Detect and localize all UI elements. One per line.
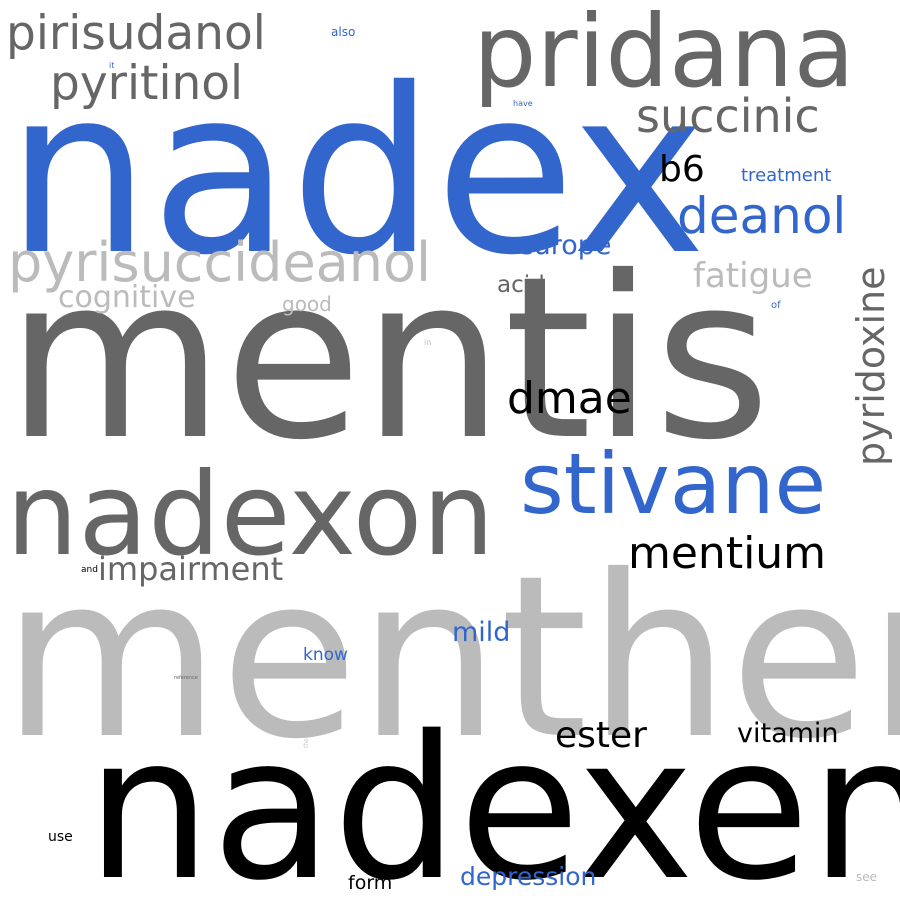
word-know: know [303,645,348,665]
word-good: good [282,292,332,316]
word-mild: mild [452,617,511,648]
word-depression: depression [460,862,597,891]
word-mentis: mentis [6,228,771,489]
word-it: it [109,61,115,70]
word-b6: b6 [659,149,705,190]
word-stivane: stivane [520,435,827,533]
word-pridana: pridana [473,0,855,110]
word-pirisudanol: pirisudanol [6,6,266,61]
word-cognitive: cognitive [58,280,196,315]
word-use: use [48,829,73,845]
word-pyritinol: pyritinol [50,56,244,111]
word-dmae: dmae [507,373,632,424]
word-nadex: nadex [6,39,707,305]
word-impairment: impairment [98,550,284,588]
word-vitamin: vitamin [737,718,839,749]
word-of: of [771,300,781,311]
word-succinic: succinic [636,89,820,143]
word-also: also [331,25,356,39]
word-fatigue: fatigue [693,256,813,296]
word-the: the [303,738,310,748]
word-nadexon: nadexon [6,448,495,581]
word-and: and [81,565,98,575]
word-pyridoxine: pyridoxine [849,266,893,467]
word-mentium: mentium [628,528,827,579]
word-europe: europe [517,230,612,261]
word-pyrisuccideanol: pyrisuccideanol [8,231,432,294]
word-nadexen: nadexen [86,693,900,900]
word-see: see [856,870,878,884]
word-ester: ester [555,715,647,756]
word-deanol: deanol [677,187,847,245]
word-treatment: treatment [741,165,832,186]
word-reference: reference [174,675,198,681]
word-in: in [424,338,432,347]
word-acid: acid [497,272,545,298]
word-have: have [513,99,533,108]
word-form: form [348,872,393,894]
